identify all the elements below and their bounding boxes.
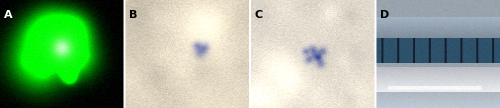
Text: D: D <box>380 10 390 20</box>
Text: B: B <box>130 10 138 20</box>
Text: C: C <box>255 10 263 20</box>
Text: A: A <box>4 10 12 20</box>
